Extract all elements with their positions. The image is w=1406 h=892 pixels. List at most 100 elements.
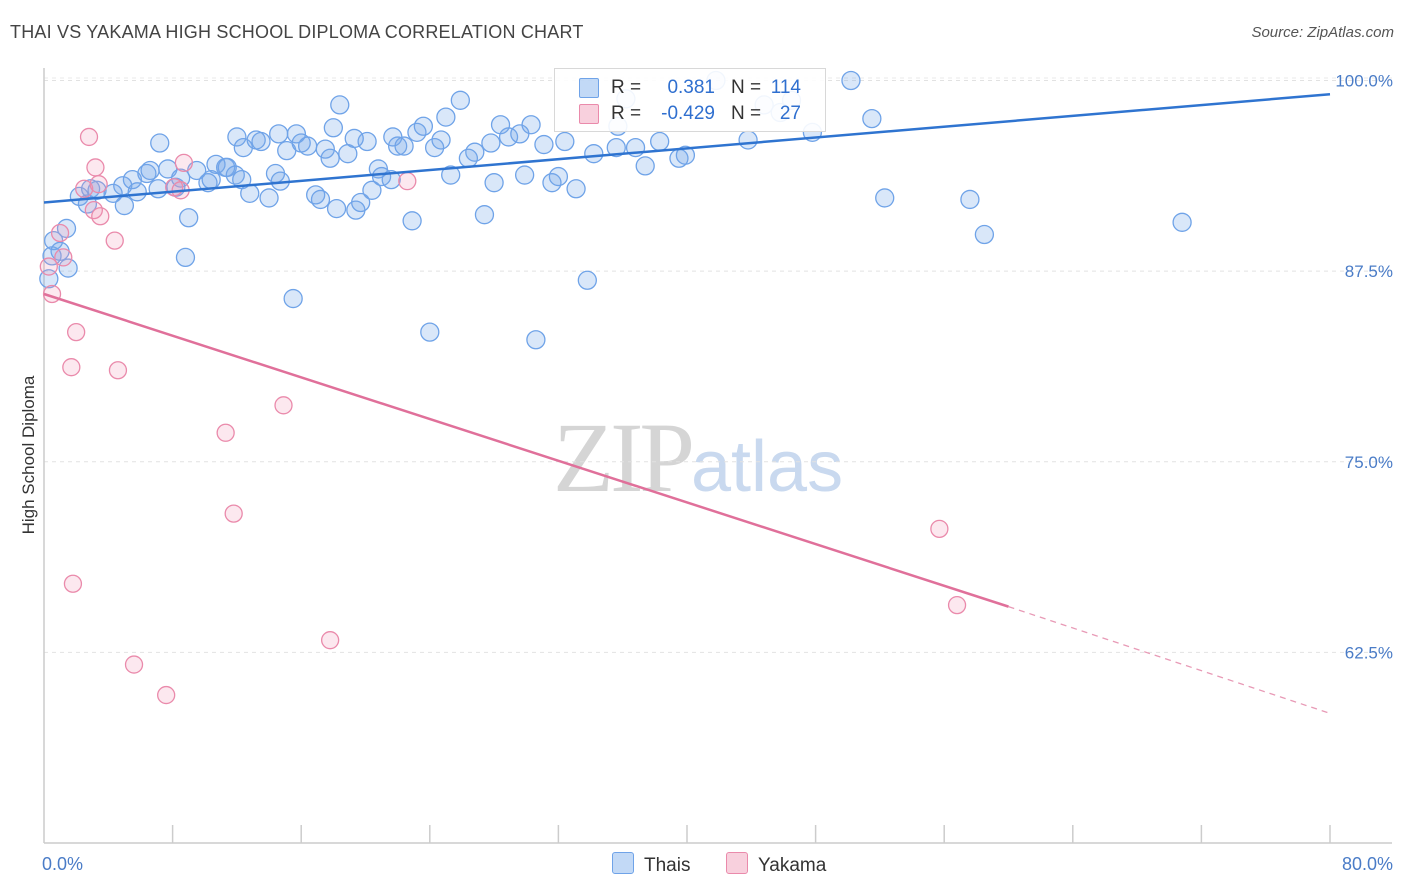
thais-point — [251, 131, 271, 152]
source-credit: Source: ZipAtlas.com — [1251, 24, 1394, 41]
thais-point — [362, 180, 382, 200]
thais-point — [58, 258, 78, 278]
data-points — [39, 70, 1192, 705]
thais-point — [484, 173, 504, 193]
thais-point — [960, 189, 980, 210]
legend-n-label: N = — [731, 77, 762, 98]
watermark-zip: ZIP — [553, 402, 695, 513]
legend-row-yakama: R = -0.429 N = 27 — [555, 100, 825, 126]
legend-r-label: R = — [611, 77, 642, 98]
thais-point — [381, 169, 401, 190]
thais-point — [862, 108, 882, 129]
yakama-point — [174, 153, 194, 173]
thais-point — [315, 139, 335, 159]
y-tick-label: 100.0% — [1335, 72, 1393, 91]
yakama-point — [75, 179, 94, 198]
thais-point — [650, 131, 670, 152]
axes — [43, 68, 1392, 844]
thais-point — [481, 133, 501, 153]
thais-point — [974, 224, 995, 245]
y-tick-label: 62.5% — [1345, 643, 1393, 662]
thais-point — [420, 322, 440, 342]
yakama-point — [224, 504, 243, 523]
thais-point — [555, 131, 575, 152]
thais-point — [474, 205, 495, 225]
yakama-point — [398, 171, 417, 191]
yakama-point — [930, 519, 949, 538]
yakama-trend-line — [43, 292, 1009, 608]
thais-point — [534, 134, 554, 155]
watermark-atlas: atlas — [691, 427, 844, 507]
yakama-trend-extension — [1008, 606, 1331, 714]
yakama-point — [89, 175, 108, 194]
thais-swatch — [579, 78, 599, 98]
thais-point — [137, 163, 157, 184]
thais-point — [330, 95, 350, 115]
thais-point — [227, 127, 247, 147]
yakama-point — [124, 655, 144, 674]
thais-point — [175, 247, 196, 268]
thais-point — [297, 136, 318, 156]
yakama-point — [62, 358, 81, 377]
x-tick-label: 80.0% — [1342, 854, 1393, 874]
yakama-swatch — [579, 104, 599, 124]
thais-point — [841, 70, 861, 91]
legend-n-value: 27 — [779, 103, 801, 124]
thais-point — [122, 169, 143, 190]
thais-point — [875, 188, 895, 208]
thais-point — [458, 148, 479, 168]
thais-point — [566, 179, 586, 199]
stats-legend: R = 0.381 N = 114 R = -0.429 N = 27 — [554, 68, 826, 132]
yakama-point — [63, 574, 83, 593]
legend-r-value: -0.429 — [661, 103, 715, 124]
yakama-point — [54, 248, 73, 267]
thais-point — [269, 124, 289, 144]
thais-point — [148, 179, 168, 199]
thais-point — [320, 148, 340, 168]
thais-point — [521, 115, 541, 135]
thais-point — [127, 182, 147, 202]
thais-point — [441, 165, 461, 185]
thais-point — [387, 136, 408, 156]
thais-point — [584, 144, 604, 164]
yakama-point — [108, 361, 128, 380]
thais-point — [323, 118, 344, 138]
thais-point — [577, 270, 597, 290]
thais-point — [150, 133, 170, 153]
yakama-point — [947, 595, 967, 615]
thais-legend-swatch — [612, 852, 634, 874]
grid-lines — [44, 77, 1392, 653]
thais-point — [140, 160, 160, 181]
yakama-point — [86, 158, 105, 177]
trend-lines — [43, 92, 1331, 714]
thais-point — [283, 288, 303, 309]
thais-point — [326, 198, 347, 219]
thais-point — [606, 137, 626, 158]
yakama-point — [50, 223, 70, 243]
thais-point — [675, 145, 696, 165]
yakama-point — [274, 396, 293, 415]
yakama-point — [91, 207, 110, 226]
legend-item-thais: Thais — [612, 852, 690, 877]
thais-point — [450, 90, 470, 110]
yakama-legend-label: Yakama — [758, 855, 827, 876]
thais-point — [635, 156, 655, 176]
tick-labels: 100.0% 87.5% 75.0% 62.5% 0.0% 80.0% — [42, 72, 1393, 875]
yakama-point — [105, 231, 124, 250]
thais-point — [413, 116, 434, 136]
y-tick-label: 75.0% — [1345, 453, 1393, 472]
thais-point — [259, 188, 279, 208]
thais-point — [114, 195, 135, 216]
legend-n-label: N = — [731, 103, 762, 124]
thais-point — [179, 208, 199, 228]
thais-point — [240, 183, 260, 204]
yakama-legend-swatch — [726, 852, 748, 874]
yakama-point — [67, 322, 86, 342]
yakama-point — [39, 257, 58, 276]
thais-point — [402, 211, 422, 231]
yakama-point — [79, 127, 99, 147]
thais-point — [436, 107, 456, 127]
thais-legend-label: Thais — [644, 855, 691, 876]
yakama-point — [320, 631, 340, 650]
